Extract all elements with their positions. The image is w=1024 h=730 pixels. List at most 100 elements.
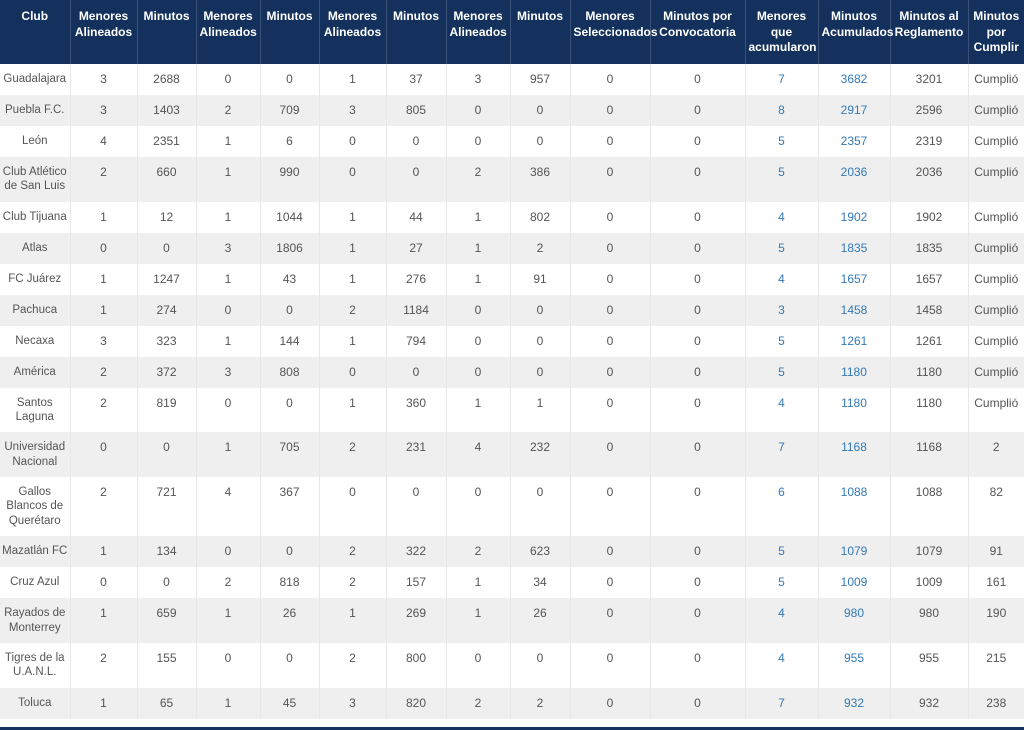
cell-value: 0 xyxy=(259,387,319,433)
table-row: Atlas 0 0 3 1806 1 27 1 2 0 0 5 1835 1835 Cumplió xyxy=(0,232,1024,264)
minors-accumulated-link[interactable]: 4 xyxy=(744,263,818,295)
minors-accumulated-link[interactable]: 5 xyxy=(744,356,818,388)
cell-value: 238 xyxy=(967,687,1024,719)
club-name: Toluca xyxy=(18,696,52,709)
cell-value: 0 xyxy=(569,94,650,126)
minutes-accumulated-link[interactable]: 1261 xyxy=(817,325,890,357)
cell-value: 0 xyxy=(649,325,745,357)
cell-value: 1 xyxy=(445,387,510,433)
club-name: Tigres de la U.A.N.L. xyxy=(4,651,65,679)
cell-value: 0 xyxy=(195,536,260,568)
cell-value: 155 xyxy=(136,642,196,688)
club-name: Universidad Nacional xyxy=(4,441,66,468)
minutes-accumulated-link[interactable]: 955 xyxy=(817,642,890,688)
cell-value: 819 xyxy=(136,387,196,433)
column-header-9: Menores Seleccionados xyxy=(569,0,658,64)
cell-value: 0 xyxy=(195,387,260,433)
minutes-accumulated-link[interactable]: 1180 xyxy=(817,387,890,433)
cell-value: 2351 xyxy=(136,125,196,157)
cell-value: 367 xyxy=(259,477,319,537)
cell-value: 1044 xyxy=(259,201,319,233)
minors-accumulated-link[interactable]: 3 xyxy=(744,294,818,326)
cell-value: 0 xyxy=(569,642,650,688)
cell-value: 1079 xyxy=(889,536,968,568)
minors-accumulated-link[interactable]: 4 xyxy=(744,642,818,688)
minors-accumulated-link[interactable]: 4 xyxy=(744,387,818,433)
cell-value: Cumplió xyxy=(967,232,1024,264)
minutes-accumulated-link[interactable]: 1079 xyxy=(817,536,890,568)
minors-accumulated-link[interactable]: 5 xyxy=(744,536,818,568)
cell-value: 1261 xyxy=(889,325,968,357)
minutes-accumulated-link[interactable]: 980 xyxy=(817,598,890,643)
minors-accumulated-link[interactable]: 5 xyxy=(744,125,818,157)
cell-value: 0 xyxy=(569,598,650,643)
minutes-accumulated-link[interactable]: 1902 xyxy=(817,201,890,233)
minors-accumulated-link[interactable]: 5 xyxy=(744,567,818,599)
cell-value: 0 xyxy=(259,642,319,688)
minors-accumulated-link[interactable]: 8 xyxy=(744,94,818,126)
minutes-accumulated-link[interactable]: 1458 xyxy=(817,294,890,326)
table-row: Santos Laguna 2 819 0 0 1 360 1 1 0 0 4 1180 1180 Cump… xyxy=(0,387,1024,433)
cell-value: 802 xyxy=(509,201,570,233)
cell-value: Cumplió xyxy=(967,156,1024,202)
minutes-accumulated-link[interactable]: 1657 xyxy=(817,263,890,295)
minutes-accumulated-link[interactable]: 1009 xyxy=(817,567,890,599)
minutes-accumulated-link[interactable]: 2917 xyxy=(817,94,890,126)
minutes-accumulated-link[interactable]: 2357 xyxy=(817,125,890,157)
minutes-accumulated-link[interactable]: 3682 xyxy=(817,63,890,95)
cell-value: 1902 xyxy=(889,201,968,233)
cell-value: 1 xyxy=(318,201,386,233)
cell-value: 134 xyxy=(136,536,196,568)
cell-value: 0 xyxy=(509,356,570,388)
minors-accumulated-link[interactable]: 5 xyxy=(744,232,818,264)
minutes-accumulated-link[interactable]: 932 xyxy=(817,687,890,719)
cell-value: Cumplió xyxy=(967,125,1024,157)
minutes-accumulated-link[interactable]: 1088 xyxy=(817,477,890,537)
cell-value: 659 xyxy=(136,598,196,643)
cell-value: 0 xyxy=(259,63,319,95)
cell-value: 990 xyxy=(259,156,319,202)
column-header-1: Menores Alineados xyxy=(69,0,137,64)
cell-value: 1 xyxy=(195,263,260,295)
minors-accumulated-link[interactable]: 5 xyxy=(744,325,818,357)
column-header-12: Minutos Acumulados xyxy=(817,0,894,64)
table-header: Club Menores Alineados Minutos Menores Alin… xyxy=(0,0,1024,64)
cell-value: 276 xyxy=(385,263,446,295)
minors-accumulated-link[interactable]: 7 xyxy=(744,63,818,95)
cell-value: 0 xyxy=(195,642,260,688)
cell-value: 932 xyxy=(889,687,968,719)
minors-accumulated-link[interactable]: 4 xyxy=(744,201,818,233)
minors-accumulated-link[interactable]: 4 xyxy=(744,598,818,643)
cell-value: 1 xyxy=(445,232,510,264)
minors-accumulated-link[interactable]: 5 xyxy=(744,156,818,202)
cell-value: 0 xyxy=(649,156,745,202)
cell-value: Cumplió xyxy=(967,263,1024,295)
cell-value: 0 xyxy=(649,598,745,643)
column-header-0: Club xyxy=(0,0,70,64)
cell-value: 957 xyxy=(509,63,570,95)
cell-value: 0 xyxy=(136,567,196,599)
cell-value: 0 xyxy=(69,567,137,599)
cell-value: 1 xyxy=(318,387,386,433)
cell-value: 269 xyxy=(385,598,446,643)
table-body: Guadalajara 3 2688 0 0 1 37 3 957 0 0 7 3682 3201 Cump… xyxy=(0,63,1024,719)
minutes-accumulated-link[interactable]: 2036 xyxy=(817,156,890,202)
minors-accumulated-link[interactable]: 7 xyxy=(744,432,818,478)
cell-value: 721 xyxy=(136,477,196,537)
cell-value: 2 xyxy=(318,567,386,599)
minutes-accumulated-link[interactable]: 1180 xyxy=(817,356,890,388)
cell-value: 4 xyxy=(69,125,137,157)
cell-value: 1657 xyxy=(889,263,968,295)
cell-value: 0 xyxy=(569,294,650,326)
cell-value: 2 xyxy=(195,94,260,126)
minors-accumulated-link[interactable]: 7 xyxy=(744,687,818,719)
minutes-accumulated-link[interactable]: 1168 xyxy=(817,432,890,478)
minutes-accumulated-link[interactable]: 1835 xyxy=(817,232,890,264)
cell-value: 0 xyxy=(569,125,650,157)
cell-value: 0 xyxy=(509,94,570,126)
column-header-3: Menores Alineados xyxy=(195,0,260,64)
cell-value: 1009 xyxy=(889,567,968,599)
cell-value: 3 xyxy=(445,63,510,95)
minors-accumulated-link[interactable]: 6 xyxy=(744,477,818,537)
